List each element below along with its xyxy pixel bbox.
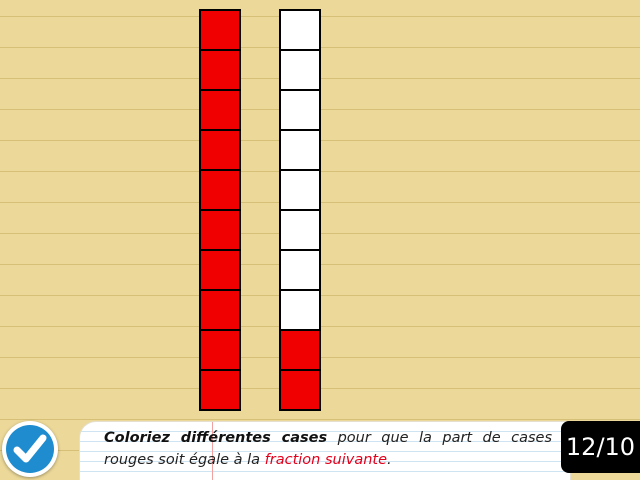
right-column-cell-8[interactable] xyxy=(281,291,319,329)
instruction-text: Coloriez différentes cases pour que la p… xyxy=(104,427,552,471)
fraction-column-right xyxy=(279,9,321,411)
left-column-cell-7[interactable] xyxy=(201,251,239,289)
score-text: 12/10 xyxy=(565,433,636,461)
left-column-cell-1[interactable] xyxy=(201,11,239,49)
right-column-cell-6[interactable] xyxy=(281,211,319,249)
score-counter: 12/10 xyxy=(561,421,640,473)
notebook-margin-line xyxy=(212,422,213,480)
right-column-cell-1[interactable] xyxy=(281,11,319,49)
right-column-cell-7[interactable] xyxy=(281,251,319,289)
left-column-cell-3[interactable] xyxy=(201,91,239,129)
left-column-cell-4[interactable] xyxy=(201,131,239,169)
right-column-cell-2[interactable] xyxy=(281,51,319,89)
left-column-cell-6[interactable] xyxy=(201,211,239,249)
right-column-cell-4[interactable] xyxy=(281,131,319,169)
instruction-end: . xyxy=(387,452,392,468)
instruction-body: pour que la part de cases rouges soit ég… xyxy=(104,430,553,468)
validate-button[interactable] xyxy=(2,421,58,477)
left-column-cell-8[interactable] xyxy=(201,291,239,329)
right-column-cell-10[interactable] xyxy=(281,371,319,409)
fraction-column-left xyxy=(199,9,241,411)
left-column-cell-10[interactable] xyxy=(201,371,239,409)
instruction-bold: Coloriez différentes cases xyxy=(104,430,328,446)
left-column-cell-9[interactable] xyxy=(201,331,239,369)
right-column-cell-3[interactable] xyxy=(281,91,319,129)
check-icon xyxy=(13,434,47,463)
left-column-cell-2[interactable] xyxy=(201,51,239,89)
right-column-cell-9[interactable] xyxy=(281,331,319,369)
instruction-panel: Coloriez différentes cases pour que la p… xyxy=(80,422,570,480)
left-column-cell-5[interactable] xyxy=(201,171,239,209)
instruction-highlight: fraction suivante xyxy=(264,452,387,468)
right-column-cell-5[interactable] xyxy=(281,171,319,209)
